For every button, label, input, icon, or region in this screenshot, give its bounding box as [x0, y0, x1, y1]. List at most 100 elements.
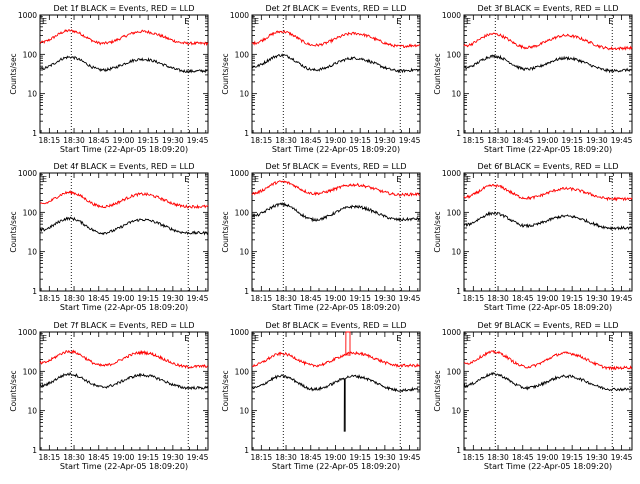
x-tick-label: 18:15 — [463, 453, 485, 462]
panel-title: Det 4f BLACK = Events, RED = LLD — [53, 162, 194, 171]
series-line-events — [39, 216, 209, 236]
y-tick-label: 10 — [27, 407, 37, 416]
x-tick-label: 19:30 — [162, 294, 184, 303]
x-tick-label: 18:30 — [487, 453, 509, 462]
marker-e-right: E — [184, 17, 189, 26]
x-tick-label: 19:00 — [113, 294, 135, 303]
y-tick-label: 1 — [244, 287, 249, 296]
series-line-events — [463, 371, 633, 392]
y-tick-label: 1000 — [230, 11, 249, 20]
panel-title: Det 1f BLACK = Events, RED = LLD — [53, 4, 194, 13]
y-tick-label: 1 — [32, 129, 37, 138]
marker-e-left: E — [466, 334, 471, 343]
x-tick-label: 19:15 — [137, 453, 159, 462]
detector-panel-9: Det 9f BLACK = Events, RED = LLD 1 10 100 10… — [433, 321, 633, 471]
plot-frame — [251, 331, 421, 451]
panel-title: Det 6f BLACK = Events, RED = LLD — [477, 162, 618, 171]
y-tick-label: 1 — [456, 446, 461, 455]
x-axis-label: Start Time (22-Apr-05 18:09:20) — [484, 462, 612, 471]
panel-title: Det 9f BLACK = Events, RED = LLD — [477, 321, 618, 330]
x-tick-label: 18:45 — [300, 294, 322, 303]
x-tick-label: 19:45 — [611, 294, 633, 303]
y-tick-label: 10 — [239, 407, 249, 416]
detector-panel-1: Det 1f BLACK = Events, RED = LLD 1 10 100 10… — [9, 4, 209, 154]
marker-e-right: E — [396, 17, 401, 26]
y-tick-label: 1 — [244, 129, 249, 138]
x-tick-label: 18:30 — [275, 136, 297, 145]
y-tick-label: 10 — [239, 248, 249, 257]
x-tick-label: 19:45 — [187, 136, 209, 145]
x-tick-label: 18:15 — [39, 294, 61, 303]
x-axis-label: Start Time (22-Apr-05 18:09:20) — [272, 303, 400, 312]
marker-e-right: E — [396, 175, 401, 184]
panel-title: Det 5f BLACK = Events, RED = LLD — [265, 162, 406, 171]
detector-panel-3: Det 3f BLACK = Events, RED = LLD 1 10 100 10… — [433, 4, 633, 154]
plot-frame — [39, 14, 209, 134]
x-axis-label: Start Time (22-Apr-05 18:09:20) — [272, 462, 400, 471]
x-tick-label: 19:45 — [187, 453, 209, 462]
y-axis-label: Counts/sec — [9, 370, 18, 411]
x-tick-label: 19:45 — [187, 294, 209, 303]
x-tick-label: 19:00 — [537, 294, 559, 303]
x-tick-label: 19:00 — [325, 294, 347, 303]
x-tick-label: 18:45 — [88, 294, 110, 303]
y-axis-label: Counts/sec — [9, 53, 18, 94]
series-line-events — [251, 374, 421, 432]
x-tick-label: 19:15 — [349, 453, 371, 462]
x-tick-label: 19:30 — [162, 453, 184, 462]
x-tick-label: 19:45 — [399, 294, 421, 303]
y-tick-label: 1000 — [442, 169, 461, 178]
x-tick-label: 19:30 — [374, 136, 396, 145]
y-tick-label: 1 — [456, 287, 461, 296]
x-tick-label: 18:30 — [63, 294, 85, 303]
x-tick-label: 19:45 — [399, 453, 421, 462]
plot-frame — [39, 331, 209, 451]
series-line-lld — [463, 349, 633, 371]
y-tick-label: 10 — [239, 90, 249, 99]
plot-frame — [39, 172, 209, 292]
y-tick-label: 10 — [27, 90, 37, 99]
x-tick-label: 18:45 — [88, 136, 110, 145]
x-tick-label: 18:15 — [251, 136, 273, 145]
marker-e-left: E — [42, 334, 47, 343]
x-axis-label: Start Time (22-Apr-05 18:09:20) — [60, 145, 188, 154]
marker-e-left: E — [42, 17, 47, 26]
y-tick-label: 10 — [451, 248, 461, 257]
series-line-lld — [39, 349, 209, 369]
series-line-lld — [251, 180, 421, 197]
detector-panel-6: Det 6f BLACK = Events, RED = LLD 1 10 100 10… — [433, 162, 633, 312]
x-tick-label: 18:45 — [300, 136, 322, 145]
x-axis-label: Start Time (22-Apr-05 18:09:20) — [60, 462, 188, 471]
y-tick-label: 1 — [456, 129, 461, 138]
detector-panel-7: Det 7f BLACK = Events, RED = LLD 1 10 100 10… — [9, 321, 209, 471]
y-tick-label: 10 — [451, 90, 461, 99]
x-tick-label: 18:30 — [487, 136, 509, 145]
x-tick-label: 18:30 — [63, 136, 85, 145]
x-tick-label: 19:30 — [162, 136, 184, 145]
y-axis-label: Counts/sec — [433, 370, 442, 411]
y-tick-label: 100 — [235, 50, 250, 59]
detector-panel-5: Det 5f BLACK = Events, RED = LLD 1 10 100 10… — [221, 162, 421, 312]
x-tick-label: 19:00 — [537, 136, 559, 145]
x-tick-label: 19:00 — [113, 136, 135, 145]
y-tick-label: 10 — [451, 407, 461, 416]
x-tick-label: 19:30 — [586, 136, 608, 145]
series-line-events — [39, 55, 208, 74]
x-tick-label: 18:30 — [275, 294, 297, 303]
x-tick-label: 18:15 — [463, 136, 485, 145]
detector-panel-4: Det 4f BLACK = Events, RED = LLD 1 10 100 10… — [9, 162, 209, 312]
y-tick-label: 1 — [244, 446, 249, 455]
y-axis-label: Counts/sec — [9, 211, 18, 252]
plot-frame — [463, 14, 633, 134]
x-tick-label: 19:15 — [137, 136, 159, 145]
x-tick-label: 18:15 — [251, 453, 273, 462]
marker-e-right: E — [608, 175, 613, 184]
series-line-events — [39, 371, 209, 391]
marker-e-right: E — [608, 17, 613, 26]
series-line-events — [463, 54, 633, 74]
y-tick-label: 100 — [447, 50, 462, 59]
series-line-lld — [251, 331, 421, 368]
x-tick-label: 19:15 — [349, 294, 371, 303]
y-tick-label: 1000 — [442, 328, 461, 337]
x-tick-label: 18:45 — [300, 453, 322, 462]
